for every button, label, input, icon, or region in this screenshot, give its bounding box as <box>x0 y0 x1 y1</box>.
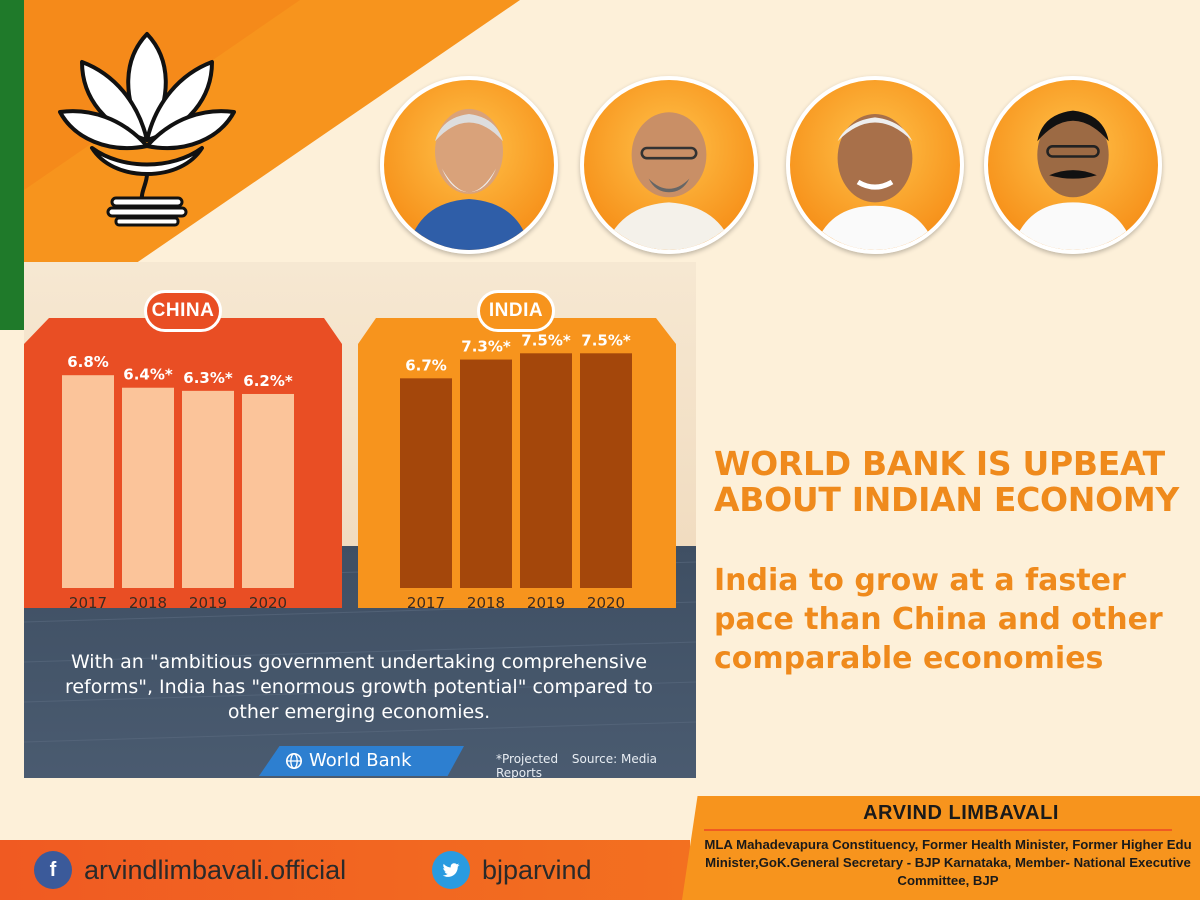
china-value-label-2019: 6.3%* <box>183 369 233 387</box>
signature-divider <box>704 829 1172 831</box>
china-value-label-2020: 6.2%* <box>243 372 293 390</box>
india-chart: 6.7% 2017 7.3%* 2018 7.5%* 2019 7.5%* 2020 <box>400 331 632 612</box>
china-bar-2019 <box>182 390 234 588</box>
lotus-logo <box>58 32 236 227</box>
india-value-label-2019: 7.5%* <box>521 331 571 349</box>
headline: WORLD BANK IS UPBEAT ABOUT INDIAN ECONOM… <box>714 444 1179 519</box>
social-footer: f arvindlimbavali.official bjparvind <box>0 840 690 900</box>
portrait-2 <box>580 76 758 254</box>
india-tick-label-2020: 2020 <box>587 594 625 612</box>
china-tick-label-2018: 2018 <box>129 594 167 612</box>
china-value-label-2017: 6.8% <box>67 353 109 371</box>
world-bank-quote: With an "ambitious government undertakin… <box>64 651 654 723</box>
footnote-projected: *Projected <box>496 752 559 766</box>
facebook-handle: arvindlimbavali.official <box>84 854 347 885</box>
twitter-handle: bjparvind <box>482 854 592 885</box>
china-tick-label-2017: 2017 <box>69 594 107 612</box>
footnote-source: Source: Media Reports <box>496 752 658 778</box>
india-bar-2017 <box>400 378 452 588</box>
china-bar-2020 <box>242 393 294 588</box>
portrait-1 <box>380 76 558 254</box>
world-bank-badge: World Bank <box>259 746 464 776</box>
facebook-icon: f <box>34 851 72 889</box>
globe-icon <box>285 752 303 770</box>
world-bank-label: World Bank <box>309 750 412 771</box>
china-value-label-2018: 6.4%* <box>123 366 173 384</box>
china-bar-2017 <box>62 375 114 588</box>
facebook-link[interactable]: f arvindlimbavali.official <box>34 850 346 890</box>
india-tick-label-2018: 2018 <box>467 594 505 612</box>
subheadline: India to grow at a faster pace than Chin… <box>714 563 1163 676</box>
india-tick-label-2019: 2019 <box>527 594 565 612</box>
india-badge: INDIA <box>477 290 555 332</box>
india-bar-2020 <box>580 353 632 588</box>
india-value-label-2018: 7.3%* <box>461 338 511 356</box>
india-value-label-2020: 7.5%* <box>581 331 631 349</box>
china-tick-label-2019: 2019 <box>189 594 227 612</box>
signature-name: ARVIND LIMBAVALI <box>863 802 1059 824</box>
twitter-icon <box>432 851 470 889</box>
india-value-label-2017: 6.7% <box>405 356 447 374</box>
portrait-4 <box>984 76 1162 254</box>
china-chart: 6.8% 2017 6.4%* 2018 6.3%* 2019 6.2%* 2020 <box>62 353 294 612</box>
bar-charts: 6.8% 2017 6.4%* 2018 6.3%* 2019 6.2%* 2020 6.7%… <box>24 298 676 612</box>
india-bar-2019 <box>520 353 572 588</box>
twitter-link[interactable]: bjparvind <box>432 850 592 890</box>
footnote: *Projected Source: Media Reports <box>496 752 696 778</box>
green-stripe <box>0 0 24 330</box>
signature-block: ARVIND LIMBAVALI MLA Mahadevapura Consti… <box>682 796 1200 900</box>
portrait-3 <box>786 76 964 254</box>
china-tick-label-2020: 2020 <box>249 594 287 612</box>
india-bar-2018 <box>460 359 512 588</box>
india-tick-label-2017: 2017 <box>407 594 445 612</box>
signature-description: MLA Mahadevapura Constituency, Former He… <box>704 837 1192 888</box>
infographic-panel: 6.8% 2017 6.4%* 2018 6.3%* 2019 6.2%* 2020 6.7%… <box>24 262 696 778</box>
china-badge: CHINA <box>144 290 222 332</box>
china-bar-2018 <box>122 387 174 588</box>
